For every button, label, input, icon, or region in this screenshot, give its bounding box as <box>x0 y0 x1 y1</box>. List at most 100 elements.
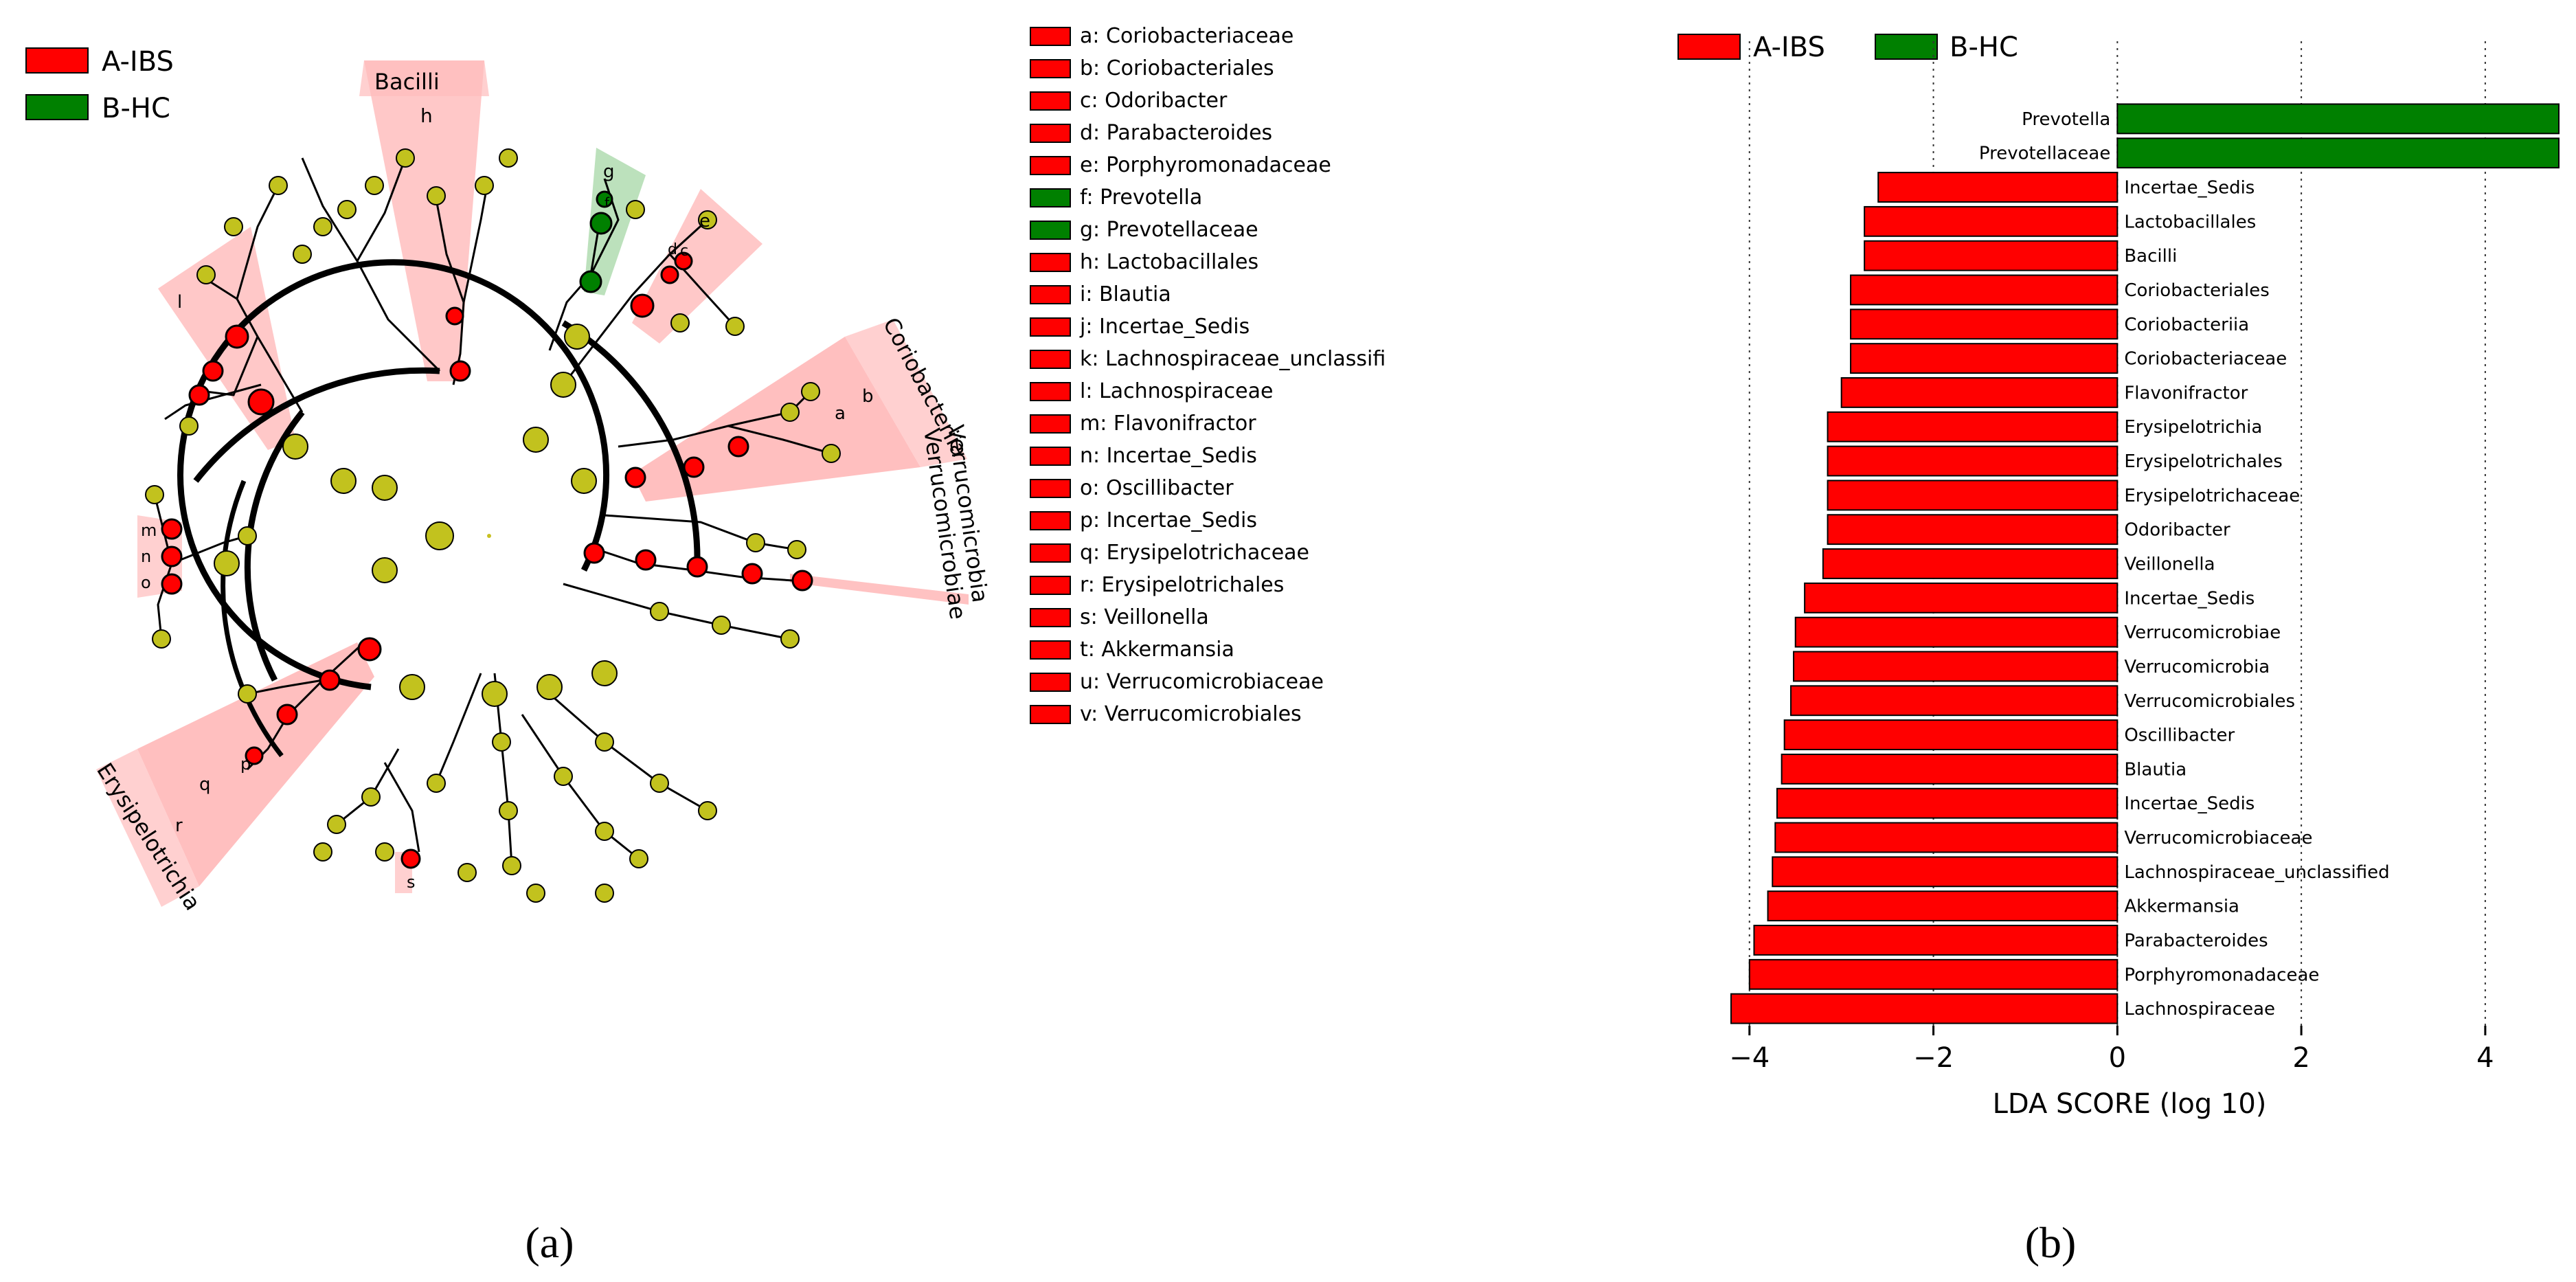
bar-label: Lachnospiraceae <box>2124 999 2275 1020</box>
bar <box>1822 548 2119 579</box>
x-tick-label: −4 <box>1729 1042 1770 1074</box>
sector-label-bacilli: Bacilli <box>374 69 440 95</box>
bar <box>1827 445 2119 477</box>
bar <box>1840 377 2119 408</box>
cladogram-legend: A-IBS B-HC <box>25 46 174 124</box>
node-incertae <box>245 746 264 765</box>
bar <box>1827 411 2119 442</box>
x-axis-label: LDA SCORE (log 10) <box>1993 1088 2267 1120</box>
bar <box>1730 993 2119 1024</box>
sector-letter: g <box>603 161 615 182</box>
node <box>482 681 508 707</box>
bar-label: Veillonella <box>2124 554 2215 575</box>
x-axis: −4 −2 0 2 4 <box>1729 1026 2494 1074</box>
clade-key-swatch <box>1030 285 1071 304</box>
sector-letter: l <box>177 292 182 313</box>
node <box>399 674 425 700</box>
legend-label-b-hc: B-HC <box>102 93 170 124</box>
bar-label: Verrucomicrobiaceae <box>2124 828 2312 848</box>
bar <box>1772 856 2119 888</box>
bar <box>1850 343 2119 374</box>
clade-key-label: f: Prevotella <box>1080 185 1202 210</box>
clade-key-swatch <box>1030 91 1071 111</box>
bar-label: Incertae_Sedis <box>2124 178 2255 199</box>
bar-label: Incertae_Sedis <box>2124 588 2255 609</box>
sector-letter: h <box>420 104 433 127</box>
clade-key-label: m: Flavonifractor <box>1080 412 1256 436</box>
clade-key-swatch <box>1030 350 1071 369</box>
bar <box>1794 616 2119 648</box>
legend-swatch-a-ibs <box>25 47 89 74</box>
clade-key-label: h: Lactobacillales <box>1080 250 1258 274</box>
x-tick-label: 2 <box>2292 1042 2309 1074</box>
sector-letter: e <box>699 211 710 232</box>
bar-label: Blautia <box>2124 759 2187 780</box>
bar-label: Bacilli <box>2124 246 2177 267</box>
sector-letter: c <box>680 243 688 260</box>
clade-key-label: l: Lachnospiraceae <box>1080 379 1273 403</box>
sector-letter: s <box>407 873 416 892</box>
legend-label-a-ibs: A-IBS <box>1753 32 1825 63</box>
node-coriobacteriia <box>624 466 646 488</box>
sector-coriobacteriia-label <box>845 319 967 467</box>
node-n <box>161 546 183 567</box>
node-verrucomicrobia <box>583 542 605 564</box>
bar-label: Prevotella <box>2022 109 2110 130</box>
node <box>330 468 357 494</box>
bar-label: Erysipelotrichia <box>2124 417 2262 438</box>
bar-label: Flavonifractor <box>2124 383 2248 403</box>
legend-label-b-hc: B-HC <box>1950 32 2018 63</box>
node-erysipelotrichaceae <box>276 704 298 726</box>
node-verrucomicrobiae <box>635 549 657 571</box>
node-lachnospiraceae <box>247 388 275 416</box>
bar <box>1877 172 2119 203</box>
clade-key-label: b: Coriobacteriales <box>1080 56 1274 80</box>
node-erysipelotrichia <box>357 637 382 662</box>
clade-key-label: n: Incertae_Sedis <box>1080 444 1257 468</box>
node-lachno-3 <box>188 384 210 406</box>
clade-key-label: o: Oscillibacter <box>1080 476 1234 500</box>
bar-label: Lachnospiraceae_unclassified <box>2124 862 2389 883</box>
node <box>372 475 398 501</box>
sector-letter: n <box>141 547 151 566</box>
bar <box>1850 274 2119 306</box>
clade-key-label: a: Coriobacteriaceae <box>1080 24 1293 48</box>
clade-key-label: q: Erysipelotrichaceae <box>1080 541 1309 565</box>
clade-key-label: r: Erysipelotrichales <box>1080 573 1284 597</box>
bar <box>1804 582 2119 614</box>
panel-a-caption: (a) <box>525 1218 574 1267</box>
bar-labels: Prevotella Prevotellaceae Incertae_Sedis La… <box>1979 109 2390 1020</box>
clade-key-label: t: Akkermansia <box>1080 638 1234 662</box>
clade-key-label: v: Verrucomicrobiales <box>1080 702 1302 726</box>
sector-letter: m <box>141 521 157 540</box>
node-erysipelotrichales <box>319 669 341 691</box>
bar-label: Akkermansia <box>2124 897 2239 917</box>
clade-key-label: g: Prevotellaceae <box>1080 218 1258 242</box>
node-prevotella-2 <box>596 190 613 208</box>
clade-key-swatch <box>1030 608 1071 627</box>
bar <box>1753 925 2119 956</box>
bar-label: Odoribacter <box>2124 520 2230 541</box>
clade-key-swatch <box>1030 59 1071 78</box>
bar <box>1827 480 2119 511</box>
bar <box>1781 753 2119 785</box>
bar-label: Verrucomicrobia <box>2124 657 2270 677</box>
bar-label: Coriobacteriales <box>2124 280 2269 301</box>
bar <box>1776 787 2119 819</box>
x-tick-label: 4 <box>2476 1042 2494 1074</box>
bar <box>1827 514 2119 546</box>
node <box>591 660 618 686</box>
node-lactobacillales <box>449 360 471 382</box>
clade-key-swatch <box>1030 640 1071 660</box>
node-coriobacteriales <box>683 456 705 478</box>
bar-label: Prevotellaceae <box>1979 144 2110 164</box>
clade-key-swatch <box>1030 479 1071 498</box>
node <box>536 674 563 700</box>
clade-key-label: i: Blautia <box>1080 282 1171 306</box>
clade-shading <box>96 60 969 907</box>
sector-bacilli-label <box>359 60 489 96</box>
node-coriobacteriaceae <box>727 436 749 458</box>
clade-key-swatch <box>1030 317 1071 337</box>
bar <box>2116 137 2560 169</box>
